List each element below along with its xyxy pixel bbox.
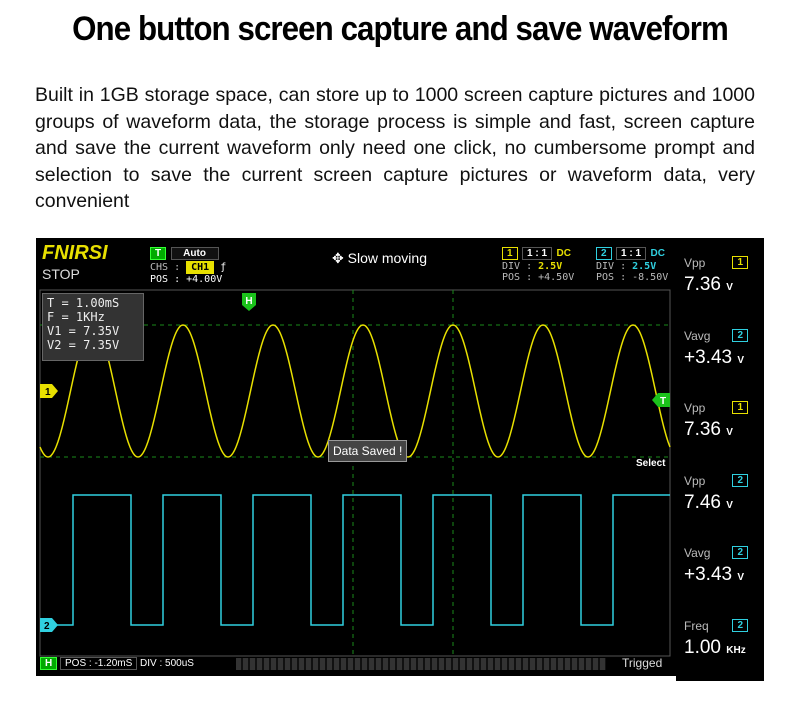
measurement-label: Vpp bbox=[684, 256, 706, 270]
h-tag: H bbox=[40, 657, 58, 670]
time-div: DIV : 500uS bbox=[140, 658, 194, 669]
ch1-marker-label: 1 bbox=[45, 387, 51, 398]
measurement-label: Freq bbox=[684, 618, 709, 633]
trigger-tag: T bbox=[150, 247, 167, 260]
measurement-channel: 2 bbox=[732, 546, 748, 559]
select-label[interactable]: Select bbox=[636, 458, 666, 469]
v2-readout: V2 = 7.35V bbox=[47, 338, 120, 352]
measurement-value: 7.36 V bbox=[684, 419, 733, 440]
measurement-4[interactable]: Vavg 2 +3.43 V bbox=[676, 540, 764, 608]
measurement-1[interactable]: Vavg 2 +3.43 V bbox=[676, 322, 764, 391]
ch2-div-label: DIV : bbox=[596, 261, 627, 272]
rising-edge-icon: ƒ bbox=[220, 262, 227, 273]
trigger-marker-label: T bbox=[660, 396, 666, 407]
h-marker-label: H bbox=[245, 296, 252, 307]
trigger-pos: POS : +4.00V bbox=[150, 274, 223, 285]
ch1-div: 2.5V bbox=[538, 261, 563, 272]
measurement-value: 7.36 V bbox=[684, 274, 733, 295]
period-readout: T = 1.00mS bbox=[47, 296, 120, 310]
ch1-probe: 1 : 1 bbox=[522, 247, 553, 260]
measurement-channel: 2 bbox=[732, 618, 748, 632]
ch2-level-marker bbox=[40, 618, 58, 632]
description: Built in 1GB storage space, can store up… bbox=[35, 84, 755, 212]
ch2-div: 2.5V bbox=[632, 261, 657, 272]
ch2-tag: 2 bbox=[596, 247, 612, 260]
measurement-value: 7.46 V bbox=[684, 491, 733, 513]
ch1-panel[interactable]: 1 1 : 1 DC DIV : 2.5V POS : +4.50V bbox=[502, 243, 574, 283]
measurement-value: +3.43 V bbox=[684, 346, 745, 368]
ch1-waveform bbox=[39, 324, 671, 458]
trigger-level-marker bbox=[652, 393, 670, 407]
ch2-panel[interactable]: 2 1 : 1 DC DIV : 2.5V POS : -8.50V bbox=[596, 243, 668, 283]
measurement-label: Vpp bbox=[684, 401, 706, 415]
ch1-pos: POS : +4.50V bbox=[502, 272, 575, 283]
trigger-channel: CH1 bbox=[186, 261, 215, 274]
ch2-probe: 1 : 1 bbox=[616, 247, 647, 260]
v1-readout: V1 = 7.35V bbox=[47, 324, 120, 338]
run-state[interactable]: STOP bbox=[42, 266, 80, 282]
chs-label: CHS : bbox=[150, 262, 181, 273]
data-saved-toast: Data Saved ! bbox=[328, 440, 408, 462]
measurement-0[interactable]: Vpp 1 7.36 V bbox=[676, 250, 764, 318]
trigger-status: Trigged bbox=[622, 656, 663, 670]
measurement-value: 1.00 KHz bbox=[684, 636, 746, 658]
measurement-channel: 1 bbox=[732, 256, 748, 269]
ch2-marker-label: 2 bbox=[44, 621, 50, 632]
ch1-div-label: DIV : bbox=[502, 261, 533, 272]
ch2-waveform bbox=[40, 494, 670, 626]
move-icon: ✥ bbox=[332, 250, 344, 266]
measurement-channel: 1 bbox=[732, 401, 748, 414]
brand-logo: FNIRSI bbox=[42, 242, 108, 264]
measurement-3[interactable]: Vpp 2 7.46 V bbox=[676, 467, 764, 536]
measurement-5[interactable]: Freq 2 1.00 KHz bbox=[676, 612, 764, 681]
move-mode[interactable]: ✥ Slow moving bbox=[332, 250, 427, 267]
measurement-2[interactable]: Vpp 1 7.36 V bbox=[676, 395, 764, 463]
trigger-panel[interactable]: T Auto CHS : CH1 ƒ POS : +4.00V bbox=[150, 243, 226, 285]
ch2-coupling: DC bbox=[650, 248, 665, 259]
h-position-marker bbox=[242, 293, 256, 311]
oscilloscope-screen: FNIRSI STOP T Auto CHS : CH1 ƒ POS : +4.… bbox=[36, 238, 764, 681]
plot-border bbox=[39, 289, 671, 657]
trigger-mode: Auto bbox=[170, 247, 219, 260]
h-pos: POS : -1.20mS bbox=[60, 657, 138, 670]
move-mode-label: Slow moving bbox=[347, 250, 427, 266]
ch1-level-marker bbox=[40, 384, 58, 398]
waveform-display: H 1 T 2 bbox=[39, 289, 671, 657]
measurement-channel: 2 bbox=[732, 328, 748, 342]
measurement-channel: 2 bbox=[732, 473, 748, 487]
measurement-label: Vavg bbox=[684, 328, 711, 343]
measurement-label: Vavg bbox=[684, 546, 711, 560]
ch2-pos: POS : -8.50V bbox=[596, 272, 669, 283]
measurement-label: Vpp bbox=[684, 473, 706, 488]
measurement-value: +3.43 V bbox=[684, 564, 745, 585]
timebase-bar[interactable]: H POS : -1.20mS DIV : 500uS bbox=[40, 657, 194, 670]
page-title: One button screen capture and save wavef… bbox=[72, 10, 729, 48]
ch1-coupling: DC bbox=[556, 248, 571, 259]
memory-scrollbar[interactable] bbox=[236, 658, 606, 670]
ch1-tag: 1 bbox=[502, 247, 518, 260]
cursor-info-box: T = 1.00mS F = 1KHz V1 = 7.35V V2 = 7.35… bbox=[42, 293, 144, 361]
frequency-readout: F = 1KHz bbox=[47, 310, 105, 324]
